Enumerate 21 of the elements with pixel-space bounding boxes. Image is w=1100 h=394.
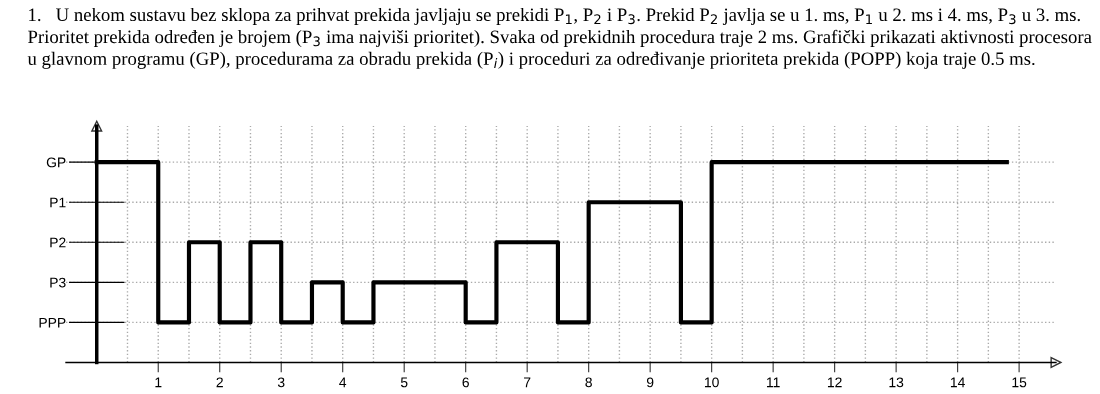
x-tick-label: 12 [827, 377, 842, 388]
x-tick-label: 11 [766, 377, 780, 388]
x-tick-label: 5 [400, 377, 408, 388]
x-tick-label: 2 [216, 377, 223, 388]
chart-title: 1. U nekom sustavu bez sklopa za prihvat prekida javljaju se prekidi P$_{1}$, P$_{2}$ i P$_{3}$. Prekid P$_{2}$ javlja se u 1. ms, P$_{1}$ u 2. ms i 4. ms, P$_{3}$ u 3. ms. Prioritet prekida određen je brojem (P$_{3}$ ima najviši prioritet). Svaka od prekidnih procedura traje 2 ms. Grafički prikazati aktivnosti procesora u glavnom programu (GP), procedurama za obradu prekida (P$_{i}$) i proceduri za određivanje prioriteta prekida (POPP) koja traje 0.5 ms. [27, 7, 1092, 69]
x-tick-label: 9 [646, 377, 654, 388]
category-label: P1 [50, 197, 66, 208]
category-label: P3 [50, 277, 66, 288]
category-label: P2 [50, 237, 66, 248]
x-tick-label: 10 [704, 377, 719, 388]
x-tick-label: 4 [339, 377, 347, 388]
x-tick-label: 3 [277, 377, 285, 388]
category-label: PPP [39, 317, 66, 328]
category-label: GP [46, 157, 66, 168]
x-tick-label: 1 [155, 377, 162, 388]
x-tick-label: 13 [889, 377, 904, 388]
x-tick-label: 14 [950, 377, 965, 388]
x-tick-label: 15 [1012, 377, 1027, 388]
x-tick-label: 7 [524, 377, 531, 388]
x-tick-label: 8 [585, 377, 592, 388]
x-tick-label: 6 [462, 377, 469, 388]
